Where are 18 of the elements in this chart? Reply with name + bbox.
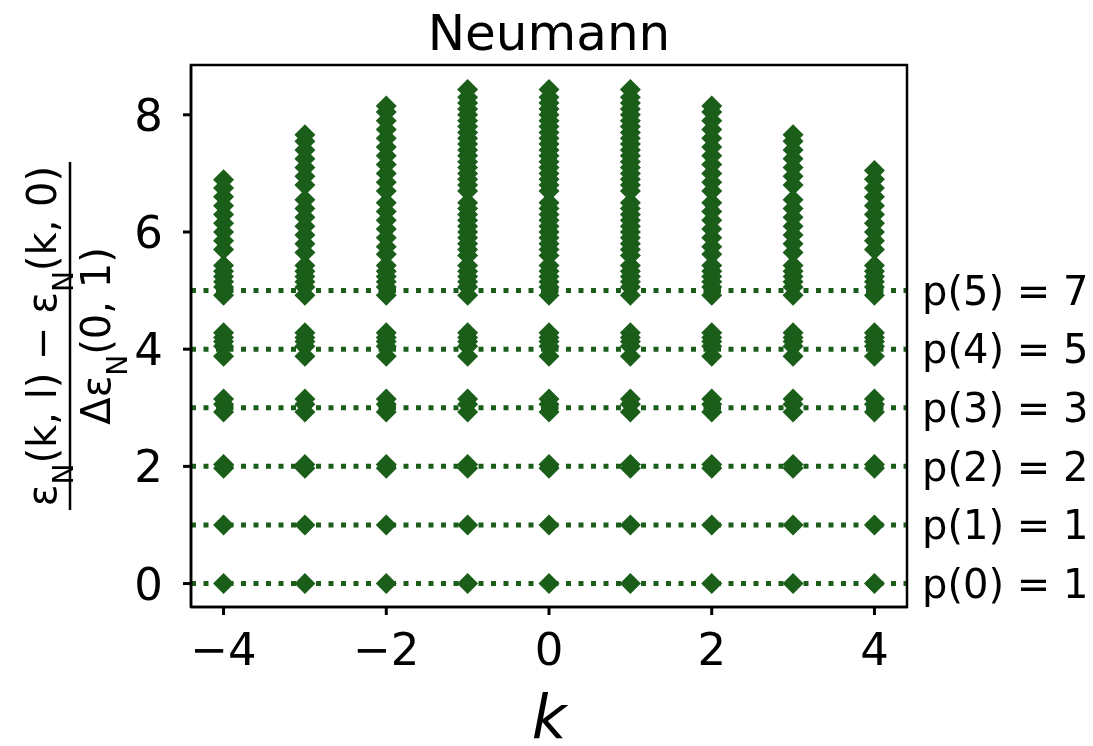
- ref-line-label: p(4) = 5: [922, 326, 1089, 373]
- x-tick-label: −2: [353, 622, 420, 676]
- x-tick-label: 2: [697, 622, 727, 676]
- ref-line-label: p(1) = 1: [922, 502, 1089, 549]
- ref-line-label: p(2) = 2: [922, 443, 1089, 490]
- y-tick-label: 6: [134, 205, 163, 259]
- ref-line-label: p(0) = 1: [922, 560, 1089, 607]
- y-tick-label: 8: [134, 88, 163, 142]
- x-tick-label: −4: [190, 622, 257, 676]
- ref-line-label: p(5) = 7: [922, 267, 1089, 314]
- x-tick-label: 0: [534, 622, 564, 676]
- y-tick-label: 2: [134, 440, 163, 494]
- x-tick-label: 4: [860, 622, 889, 676]
- y-tick-label: 0: [134, 557, 163, 611]
- chart-title: Neumann: [427, 4, 671, 62]
- ref-line-label: p(3) = 3: [922, 384, 1089, 431]
- x-axis-title: k: [531, 682, 569, 746]
- y-tick-label: 4: [134, 323, 163, 377]
